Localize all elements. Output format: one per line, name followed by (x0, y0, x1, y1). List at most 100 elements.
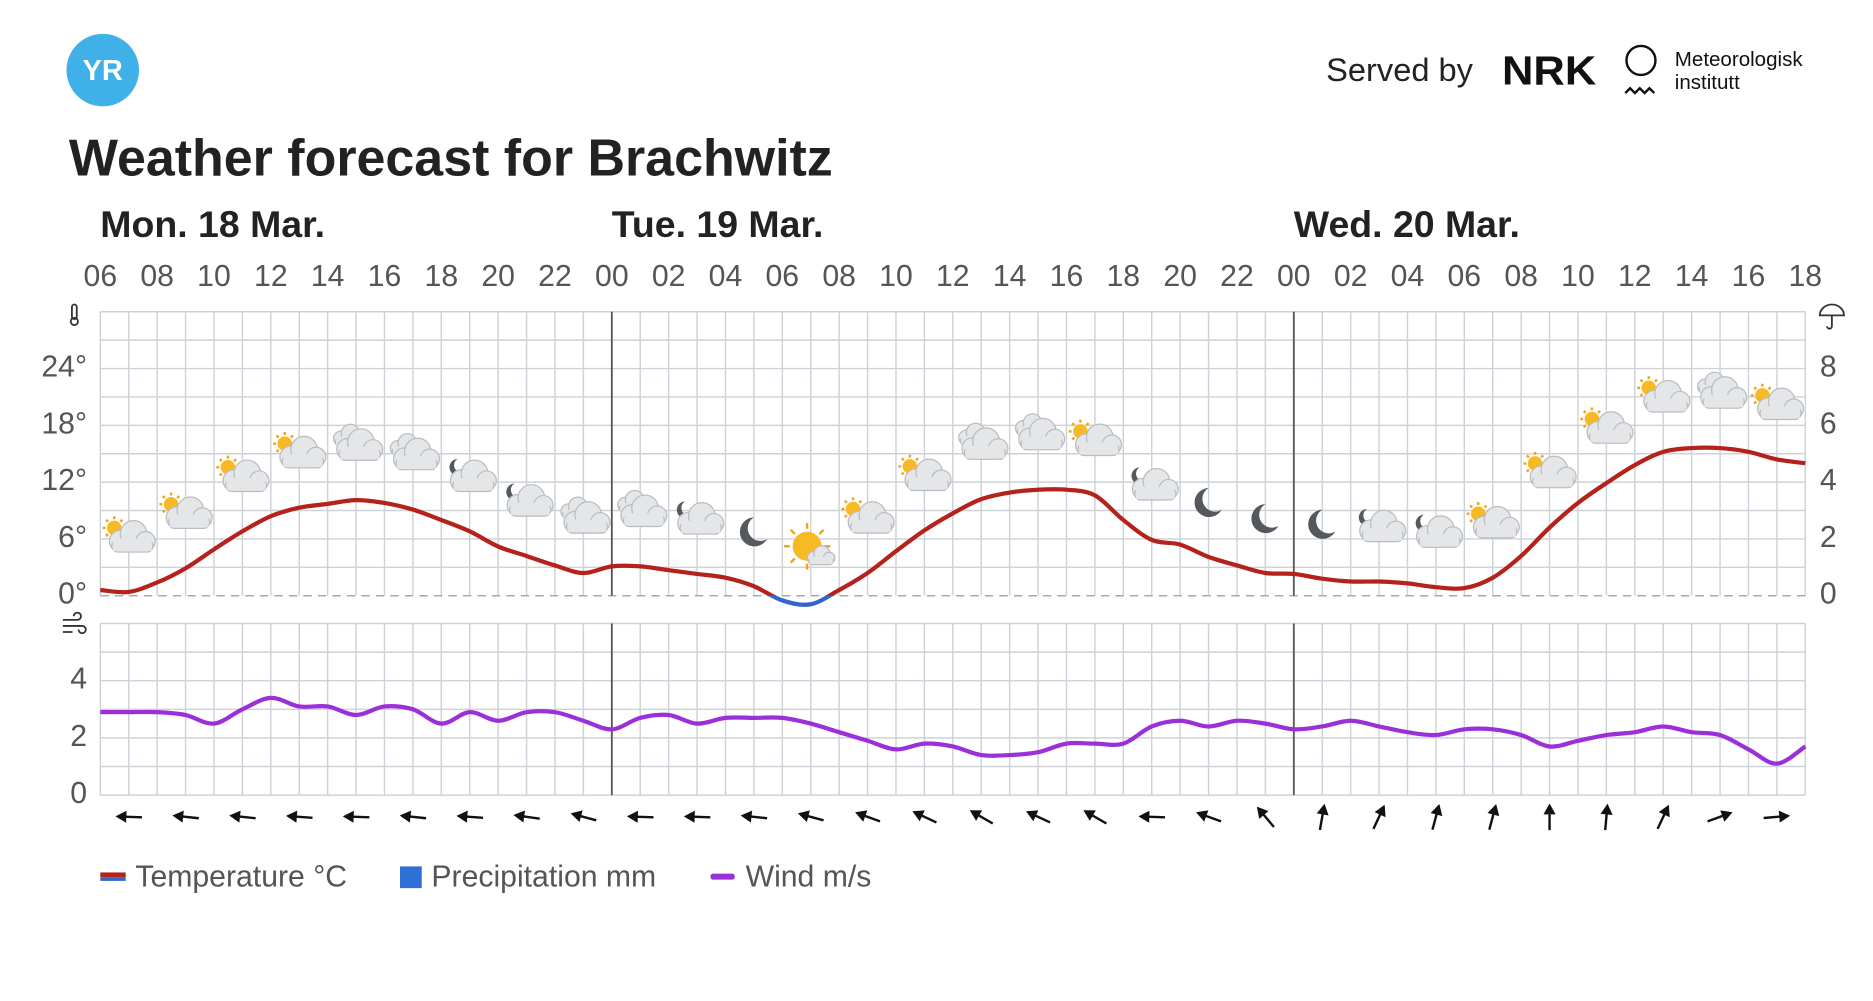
moon (1308, 509, 1336, 539)
moon (676, 501, 693, 519)
cloud-part (1647, 398, 1687, 411)
arrow-head (1316, 803, 1329, 816)
y2-tick-label: 8 (1820, 351, 1837, 384)
wind-arrow (1543, 803, 1556, 831)
y-tick-label: 12° (41, 464, 87, 497)
sun-ray (1071, 436, 1076, 441)
sun-ray (1540, 454, 1545, 459)
arrow-head (513, 810, 526, 823)
y-tick-label: 0° (58, 578, 87, 611)
x-tick-label: 06 (766, 260, 800, 293)
arrow-head (1720, 810, 1733, 822)
cloud-part (397, 456, 436, 469)
arrow-head (1778, 810, 1791, 823)
thermometer-icon (69, 303, 79, 326)
sun-ray (119, 518, 124, 523)
moon (1251, 504, 1279, 534)
sun-ray (1753, 386, 1758, 391)
cloud-part (283, 454, 323, 467)
cloud-part (1590, 429, 1630, 442)
x-tick-label: 16 (368, 260, 402, 293)
x-tick-label: 08 (1504, 260, 1538, 293)
cloud-part (965, 446, 1005, 459)
x-tick-label: 16 (1050, 260, 1084, 293)
arrow-head (1138, 810, 1150, 823)
weather-icon (1466, 502, 1520, 539)
arrow-head (855, 810, 868, 822)
wind-arrow (1026, 810, 1051, 824)
x-tick-label: 10 (879, 260, 913, 293)
institute-name[interactable]: institutt (1675, 71, 1740, 94)
chart-title: Weather forecast for Brachwitz (69, 130, 833, 188)
legend-label: Wind m/s (746, 860, 872, 893)
weather-icon (1750, 383, 1805, 421)
legend-swatch (399, 866, 422, 889)
sun-ray (1526, 454, 1530, 459)
sun-ray (1639, 393, 1644, 397)
x-tick-label: 10 (197, 260, 231, 293)
wind-arrow (683, 810, 711, 823)
y-tick-label: 6° (58, 521, 87, 554)
weather-icon (783, 523, 836, 570)
wind-arrow (1763, 810, 1791, 823)
cloud-part (908, 477, 948, 490)
temperature-line (100, 445, 1806, 607)
wind-arrow (570, 810, 597, 823)
sun-ray (275, 448, 280, 453)
weather-icon (1580, 407, 1634, 444)
weather-icon (1358, 509, 1407, 543)
arrow-head (1487, 804, 1500, 817)
arrow-head (456, 810, 468, 823)
logo-circle[interactable] (66, 33, 139, 107)
x-tick-label: 06 (1448, 260, 1482, 293)
sun-ray (1639, 378, 1644, 383)
institute-name[interactable]: Meteorologisk (1675, 48, 1804, 71)
moon (1358, 509, 1375, 526)
sun-ray (1526, 468, 1530, 473)
x-tick-label: 20 (481, 260, 515, 293)
arrow-head (285, 810, 298, 823)
sun-ray (900, 457, 905, 462)
cloud-part (1761, 406, 1800, 419)
x-tick-label: 14 (311, 260, 345, 293)
sun-ray (1582, 424, 1587, 429)
cloud-part (851, 519, 891, 532)
wind-tick-label: 2 (70, 720, 87, 753)
cloud-part (1022, 436, 1062, 449)
weather-icon (1637, 376, 1691, 413)
sun-ray (1071, 422, 1076, 427)
wind-arrow (1256, 806, 1275, 828)
cloud-part (624, 513, 664, 526)
wind-arrow (1372, 804, 1386, 830)
wind-arrow (229, 810, 256, 823)
wind-arrow (1707, 810, 1733, 823)
sun-ray (844, 514, 848, 519)
x-tick-label: 06 (84, 260, 118, 293)
day-label: Mon. 18 Mar. (100, 203, 325, 245)
y2-tick-label: 6 (1820, 407, 1837, 440)
x-tick-label: 08 (140, 260, 174, 293)
weather-icon (1696, 371, 1748, 409)
arrow-head (115, 810, 127, 823)
wind-arrow (172, 810, 199, 823)
cloud-part (226, 478, 266, 491)
x-tick-label: 00 (595, 260, 629, 293)
weather-icon (617, 489, 668, 528)
x-tick-label: 14 (1675, 260, 1709, 293)
sun-ray (818, 528, 825, 535)
wind-arrow (1656, 804, 1670, 830)
arrow-head (229, 810, 241, 823)
x-tick-label: 04 (709, 260, 743, 293)
moon (739, 517, 767, 547)
cloud-part (113, 538, 152, 551)
sun-ray (162, 495, 166, 499)
nrk-logo[interactable]: NRK (1502, 48, 1597, 94)
legend-swatch (100, 877, 126, 881)
weather-icon (1014, 413, 1066, 451)
weather-icon (1068, 419, 1123, 457)
x-tick-label: 12 (254, 260, 288, 293)
arrow-head (969, 810, 983, 821)
wind-arrow (740, 810, 768, 823)
wind-arrow (1600, 803, 1613, 831)
